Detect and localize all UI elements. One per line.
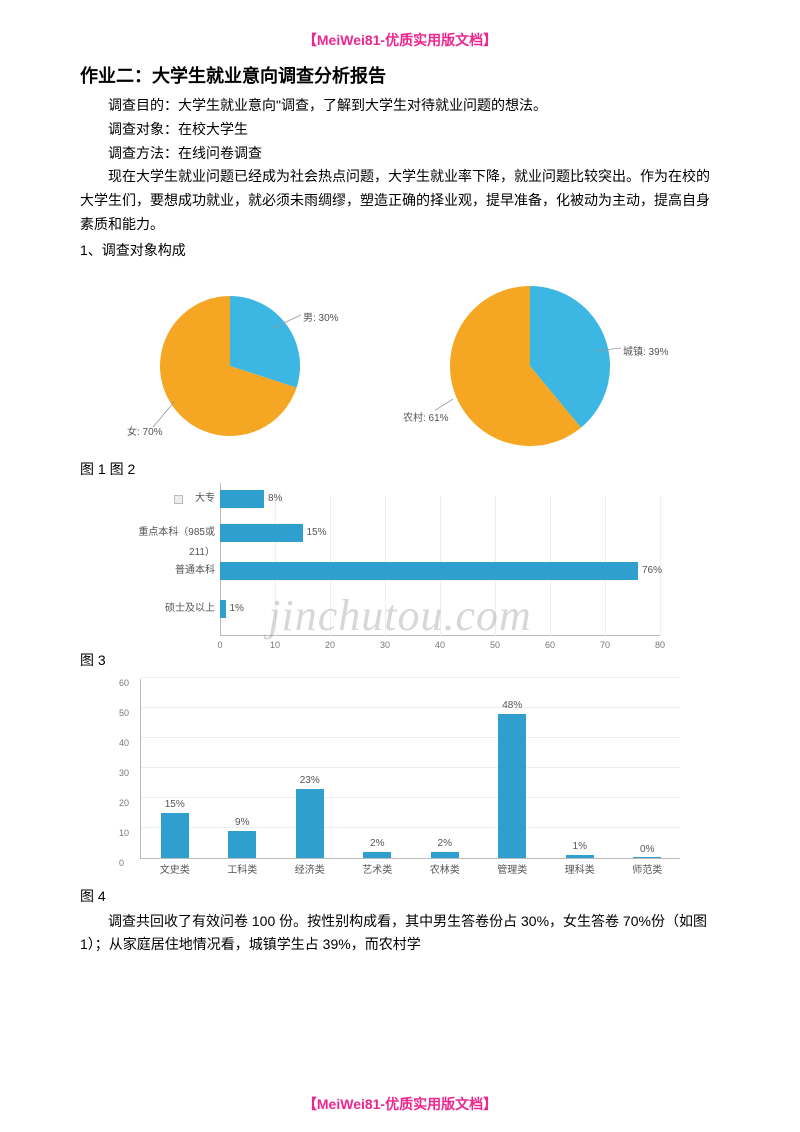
x-axis-tick: 60 [545, 640, 555, 650]
vbar-value-label: 9% [235, 817, 249, 828]
vbar-bar [228, 831, 256, 858]
figure-caption-1-2: 图 1 图 2 [80, 459, 720, 479]
vbar-value-label: 1% [573, 841, 587, 852]
y-axis-tick: 60 [119, 678, 129, 688]
x-axis-tick: 40 [435, 640, 445, 650]
vbar-bar [363, 852, 391, 858]
vbar-category-label: 农林类 [430, 861, 460, 876]
figure-caption-3: 图 3 [80, 650, 720, 670]
y-axis-tick: 40 [119, 738, 129, 748]
vertical-bar-chart: 0 10 20 30 40 50 60 15% 文史类 9% 工科类 23% 经济类 2% 艺术类 2% 农林类… [110, 674, 690, 884]
hbar-bar [220, 562, 638, 580]
legend-swatch [174, 495, 183, 504]
pie-slice-label: 城镇: 39% [623, 343, 669, 358]
vbar-category-label: 管理类 [497, 861, 527, 876]
para-method: 调查方法：在线问卷调查 [80, 142, 720, 166]
x-axis-tick: 30 [380, 640, 390, 650]
vbar-category-label: 师范类 [632, 861, 662, 876]
vbar-bar [566, 855, 594, 858]
vbar-value-label: 48% [502, 700, 522, 711]
x-axis-tick: 80 [655, 640, 665, 650]
para-intro: 现在大学生就业问题已经成为社会热点问题，大学生就业率下降，就业问题比较突出。作为… [80, 165, 720, 236]
hbar-category-label: 硕士及以上 [120, 599, 215, 619]
hbar-value-label: 76% [642, 565, 662, 576]
x-axis-tick: 10 [270, 640, 280, 650]
vbar-value-label: 2% [370, 838, 384, 849]
y-axis-tick: 0 [119, 858, 124, 868]
hbar-bar [220, 524, 303, 542]
hbar-bar [220, 490, 264, 508]
vbar-bar [498, 714, 526, 858]
vbar-bar [633, 857, 661, 858]
x-axis-tick: 50 [490, 640, 500, 650]
section-1-heading: 1、调查对象构成 [80, 239, 720, 263]
vbar-value-label: 23% [300, 775, 320, 786]
vbar-value-label: 0% [640, 844, 654, 855]
vbar-category-label: 经济类 [295, 861, 325, 876]
y-axis-tick: 20 [119, 798, 129, 808]
hbar-value-label: 15% [307, 527, 327, 538]
pie-slice-label: 农村: 61% [403, 409, 449, 424]
hbar-category-label: 普通本科 [120, 561, 215, 581]
figure-caption-4: 图 4 [80, 886, 720, 906]
y-axis-tick: 30 [119, 768, 129, 778]
vbar-category-label: 工科类 [227, 861, 257, 876]
hbar-category-label: 大专 [120, 489, 215, 509]
vbar-category-label: 文史类 [160, 861, 190, 876]
para-subject: 调查对象：在校大学生 [80, 118, 720, 142]
document-title: 作业二：大学生就业意向调查分析报告 [80, 62, 720, 88]
para-purpose: 调查目的：大学生就业意向"调查，了解到大学生对待就业问题的想法。 [80, 94, 720, 118]
pie-charts-row: 男: 30%女: 70% 城镇: 39%农村: 61% [80, 281, 720, 451]
vbar-bar [431, 852, 459, 858]
x-axis-tick: 0 [217, 640, 222, 650]
footer-decoration: 【MeiWei81-优质实用版文档】 [0, 1094, 800, 1114]
vbar-bar [161, 813, 189, 858]
vbar-category-label: 艺术类 [362, 861, 392, 876]
horizontal-bar-chart: 0 10 20 30 40 50 60 70 80 大专 8% 重点本科（985或211） 15% 普通本… [120, 483, 680, 648]
y-axis-tick: 50 [119, 708, 129, 718]
hbar-value-label: 8% [268, 493, 282, 504]
vbar-value-label: 15% [165, 799, 185, 810]
pie-chart-gender: 男: 30%女: 70% [145, 281, 345, 451]
pie-slice-label: 男: 30% [303, 309, 339, 324]
x-axis-tick: 70 [600, 640, 610, 650]
pie-chart-region: 城镇: 39%农村: 61% [435, 281, 655, 451]
vbar-value-label: 2% [438, 838, 452, 849]
hbar-category-label: 重点本科（985或211） [120, 523, 215, 543]
vbar-bar [296, 789, 324, 858]
para-conclusion: 调查共回收了有效问卷 100 份。按性别构成看，其中男生答卷份占 30%，女生答… [80, 910, 720, 958]
pie-slice-label: 女: 70% [127, 423, 163, 438]
vbar-category-label: 理科类 [565, 861, 595, 876]
hbar-value-label: 1% [230, 603, 244, 614]
hbar-bar [220, 600, 226, 618]
header-decoration: 【MeiWei81-优质实用版文档】 [80, 30, 720, 50]
y-axis-tick: 10 [119, 828, 129, 838]
x-axis-tick: 20 [325, 640, 335, 650]
